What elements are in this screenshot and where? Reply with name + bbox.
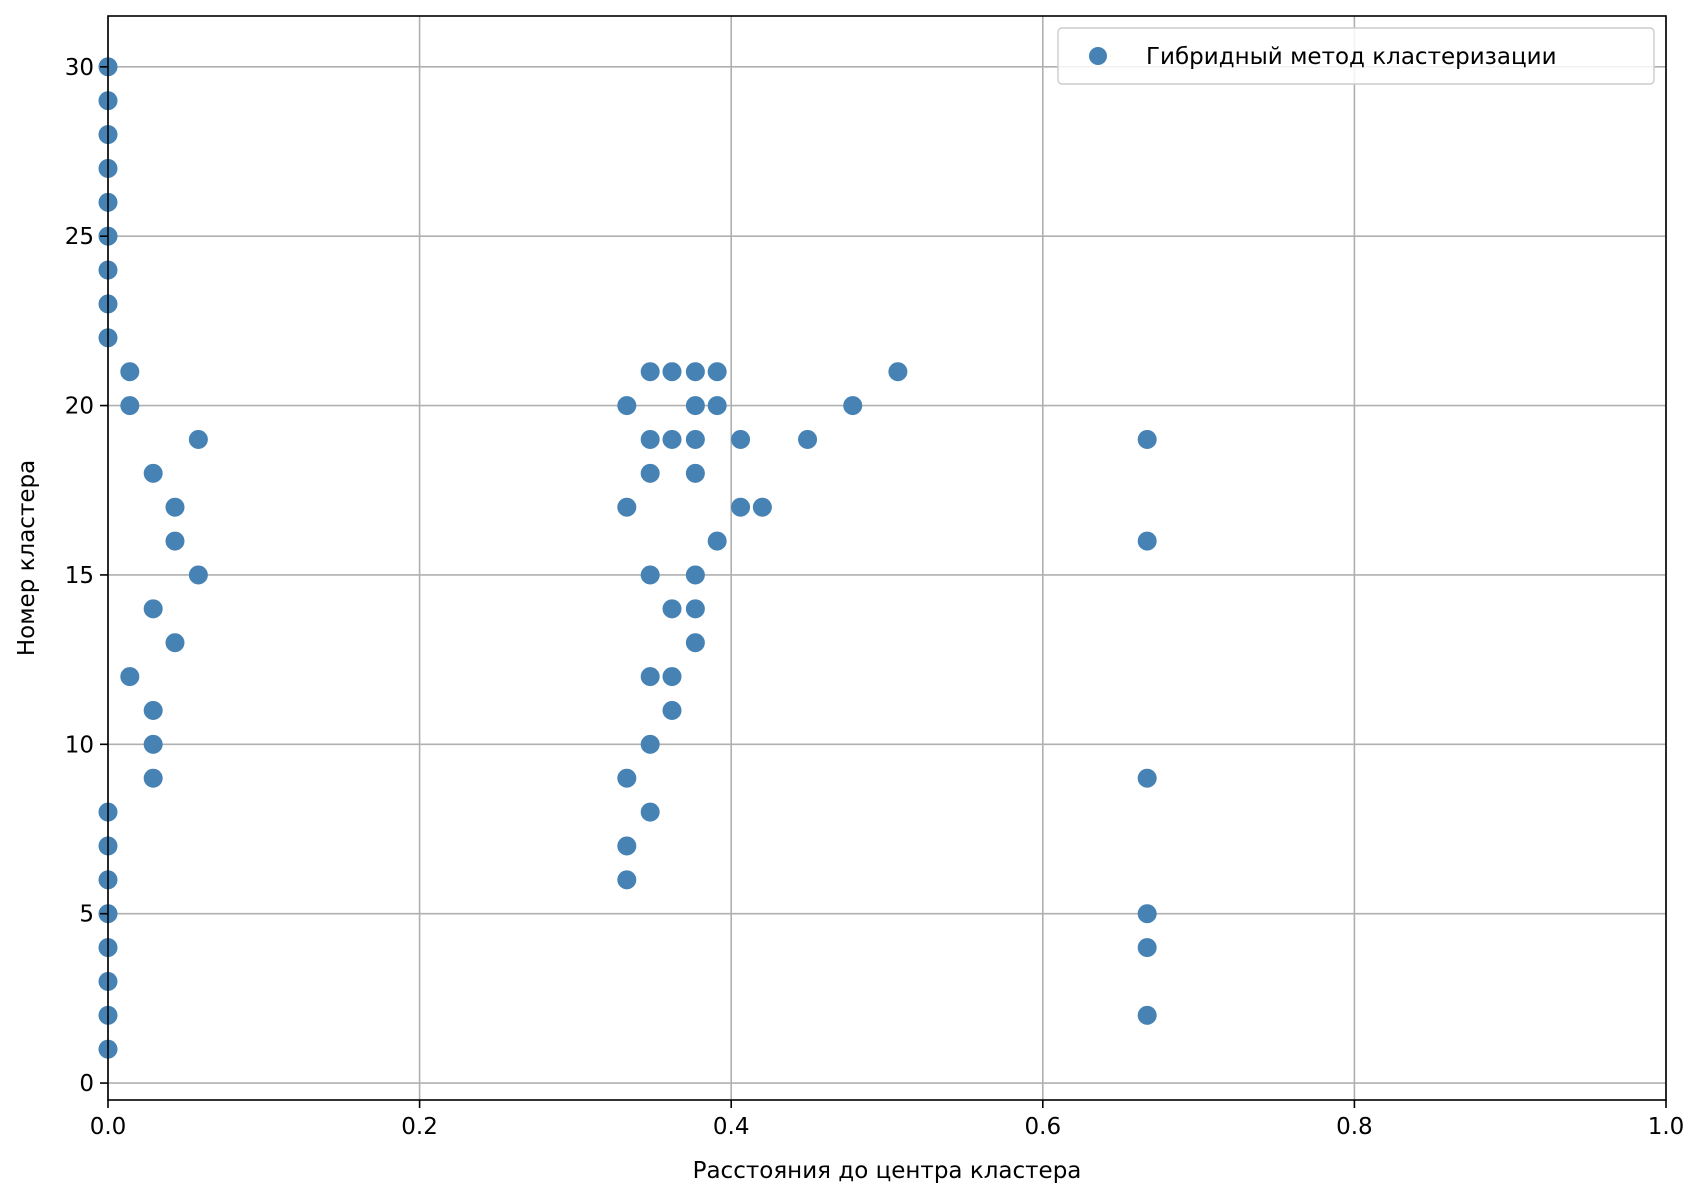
x-tick-label: 0.4: [713, 1114, 750, 1140]
y-tick-label: 5: [79, 902, 94, 928]
scatter-point: [685, 565, 705, 585]
y-tick-label: 0: [79, 1071, 94, 1097]
x-axis-ticks: 0.0 0.2 0.4 0.6 0.8 1.0: [90, 1100, 1685, 1140]
scatter-point: [707, 396, 727, 416]
scatter-point: [707, 531, 727, 551]
x-tick-label: 0.2: [401, 1114, 438, 1140]
scatter-point: [640, 362, 660, 382]
x-tick-label: 0.8: [1336, 1114, 1373, 1140]
scatter-point: [188, 565, 208, 585]
y-axis-ticks: 0 5 10 15 20 25 30: [65, 55, 108, 1097]
x-axis-label: Расстояния до центра кластера: [693, 1158, 1082, 1184]
scatter-points: [98, 57, 1157, 1059]
scatter-point: [888, 362, 908, 382]
scatter-point: [617, 497, 637, 517]
scatter-point: [640, 802, 660, 822]
scatter-point: [143, 700, 163, 720]
scatter-point: [143, 463, 163, 483]
x-tick-label: 1.0: [1648, 1114, 1685, 1140]
scatter-point: [1137, 429, 1157, 449]
scatter-point: [685, 396, 705, 416]
y-tick-label: 15: [65, 563, 94, 589]
scatter-point: [1137, 938, 1157, 958]
scatter-point: [662, 700, 682, 720]
scatter-point: [640, 463, 660, 483]
y-tick-label: 30: [65, 55, 94, 81]
scatter-point: [617, 870, 637, 890]
legend-box: [1057, 27, 1655, 85]
scatter-point: [662, 429, 682, 449]
scatter-point: [1137, 904, 1157, 924]
scatter-point: [662, 667, 682, 687]
scatter-point: [685, 362, 705, 382]
scatter-point: [662, 599, 682, 619]
scatter-point: [617, 836, 637, 856]
scatter-point: [685, 633, 705, 653]
scatter-point: [120, 362, 140, 382]
legend: Гибридный метод кластеризации: [1057, 27, 1655, 85]
scatter-point: [143, 734, 163, 754]
grid: [107, 16, 1667, 1100]
y-tick-label: 25: [65, 224, 94, 250]
scatter-point: [617, 396, 637, 416]
scatter-point: [685, 463, 705, 483]
scatter-point: [685, 429, 705, 449]
legend-label: Гибридный метод кластеризации: [1146, 44, 1557, 70]
scatter-point: [188, 429, 208, 449]
scatter-point: [640, 667, 660, 687]
scatter-point: [1137, 531, 1157, 551]
scatter-point: [662, 362, 682, 382]
scatter-point: [843, 396, 863, 416]
scatter-point: [640, 734, 660, 754]
y-tick-label: 10: [65, 732, 94, 758]
scatter-point: [1137, 768, 1157, 788]
scatter-point: [731, 429, 751, 449]
x-tick-label: 0.0: [90, 1114, 127, 1140]
scatter-point: [640, 429, 660, 449]
scatter-point: [685, 599, 705, 619]
scatter-point: [165, 497, 185, 517]
scatter-point: [752, 497, 772, 517]
scatter-point: [731, 497, 751, 517]
scatter-point: [707, 362, 727, 382]
x-tick-label: 0.6: [1025, 1114, 1062, 1140]
scatter-point: [143, 599, 163, 619]
scatter-point: [798, 429, 818, 449]
scatter-point: [143, 768, 163, 788]
y-tick-label: 20: [65, 394, 94, 420]
scatter-point: [120, 396, 140, 416]
scatter-point: [1137, 1005, 1157, 1025]
scatter-point: [640, 565, 660, 585]
legend-marker: [1089, 47, 1107, 65]
scatter-point: [120, 667, 140, 687]
y-axis-label: Номер кластера: [14, 460, 40, 656]
scatter-point: [617, 768, 637, 788]
scatter-point: [165, 633, 185, 653]
scatter-point: [165, 531, 185, 551]
plot-frame: [107, 15, 1667, 1101]
